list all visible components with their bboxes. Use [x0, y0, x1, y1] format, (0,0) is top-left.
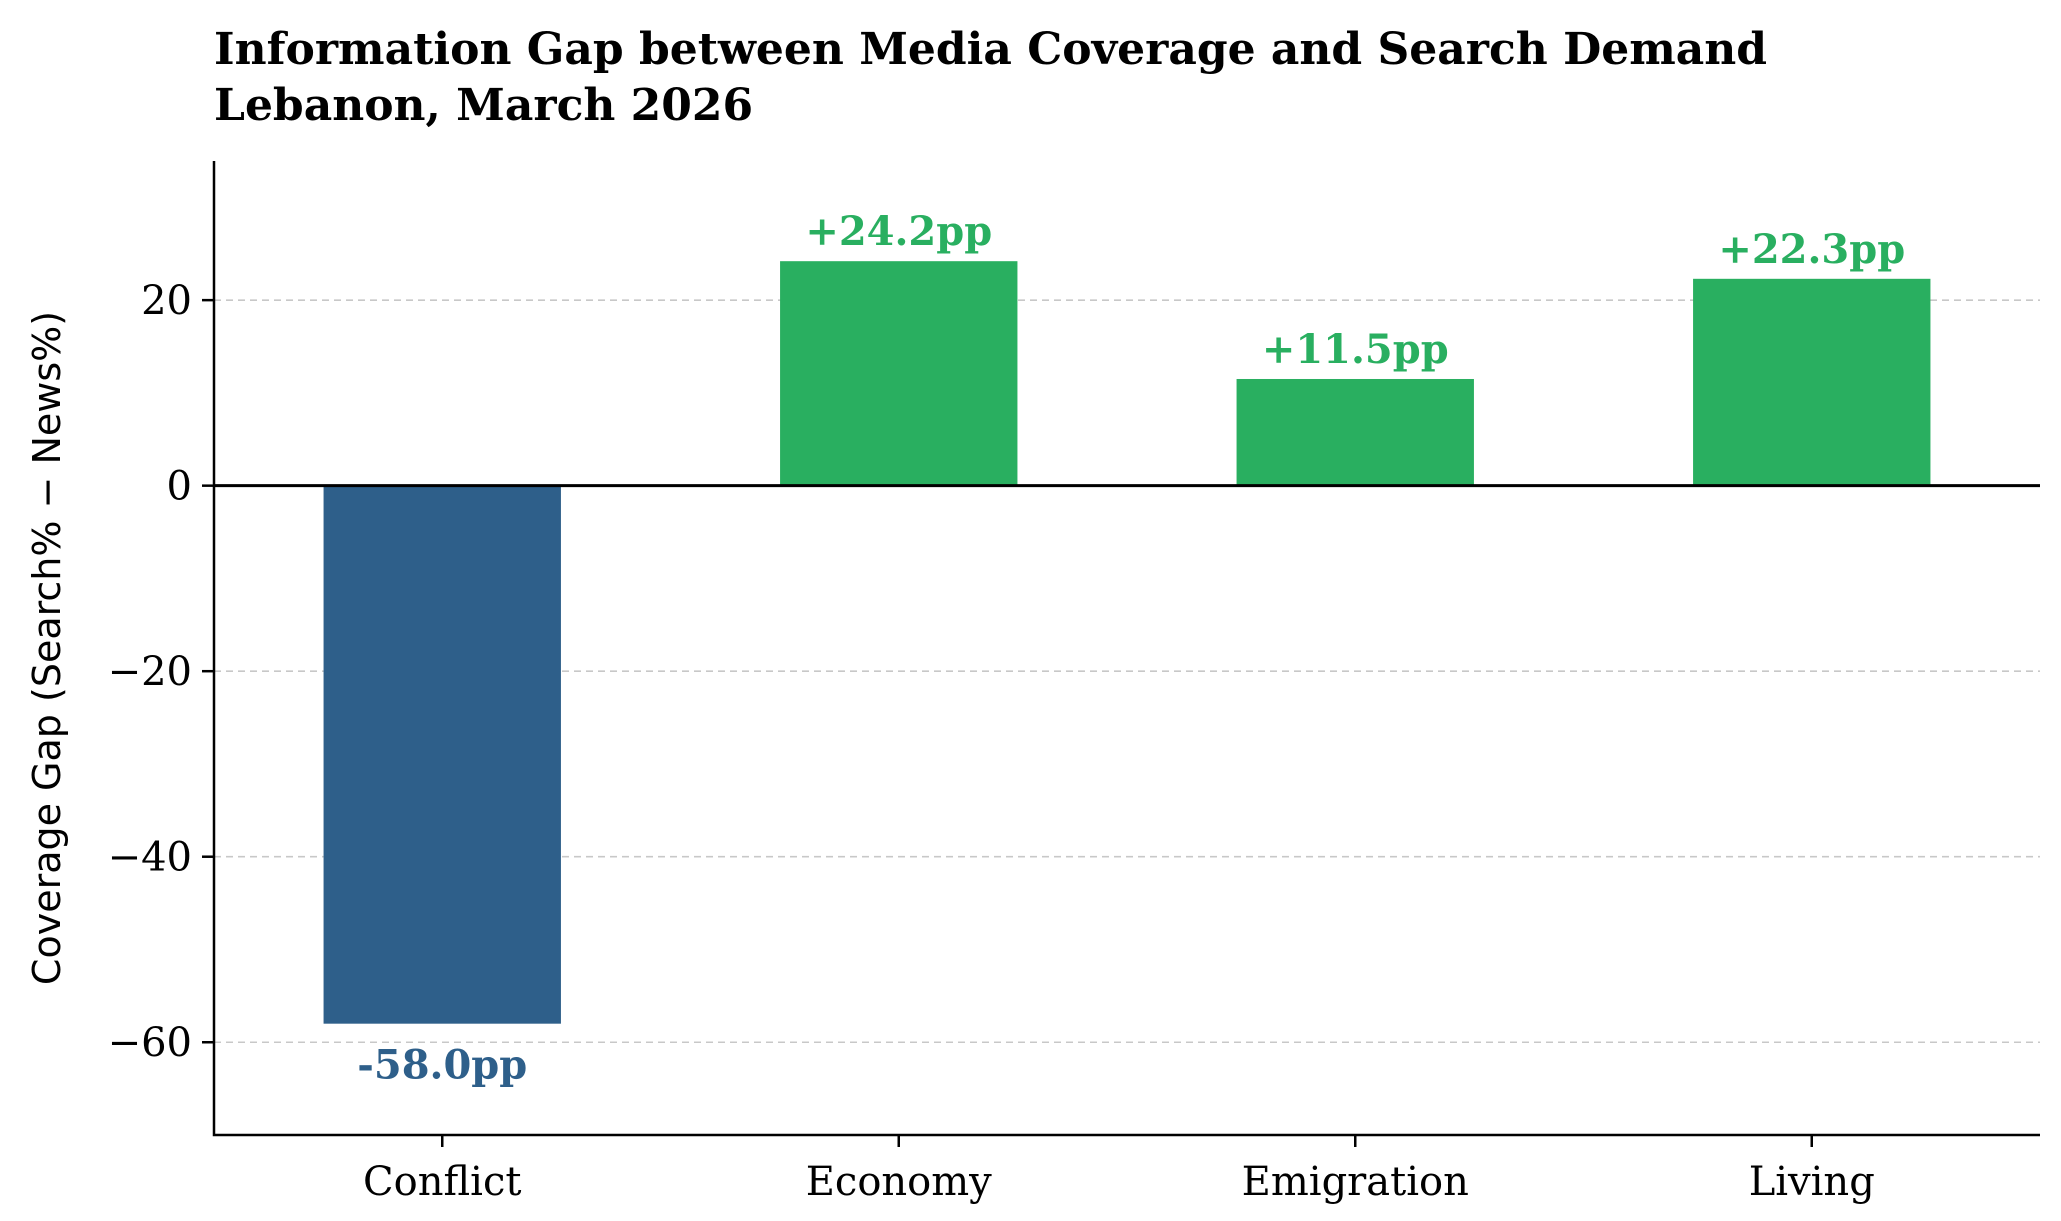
- data-label-living: +22.3pp: [1718, 226, 1905, 273]
- x-tick-label: Living: [1749, 1159, 1875, 1205]
- bar-economy: [780, 261, 1018, 486]
- x-tick-label: Economy: [806, 1159, 992, 1205]
- y-tick-label: 20: [141, 278, 192, 324]
- y-tick-label: −20: [108, 649, 192, 695]
- bar-living: [1693, 278, 1931, 486]
- x-axis-ticks: Conflict Economy Emigration Living: [363, 1135, 1875, 1205]
- axes-frame: [212, 161, 2040, 1137]
- y-tick-label: 0: [167, 464, 192, 510]
- x-tick-label: Emigration: [1242, 1159, 1469, 1205]
- x-tick-label: Conflict: [363, 1159, 521, 1205]
- data-label-conflict: -58.0pp: [357, 1042, 527, 1089]
- chart-subtitle: Lebanon, March 2026: [214, 80, 753, 131]
- y-axis-label: Coverage Gap (Search% − News%): [25, 311, 69, 985]
- bar-emigration: [1236, 378, 1474, 486]
- data-label-economy: +24.2pp: [805, 208, 992, 255]
- y-axis-ticks: 20 0 −20 −40 −60: [108, 278, 214, 1066]
- bars: [323, 261, 1931, 1024]
- y-tick-label: −60: [108, 1020, 192, 1066]
- data-label-emigration: +11.5pp: [1262, 326, 1449, 373]
- chart-title: Information Gap between Media Coverage a…: [214, 24, 1767, 75]
- data-labels: -58.0pp +24.2pp +11.5pp +22.3pp: [357, 208, 1905, 1089]
- bar-conflict: [323, 485, 561, 1024]
- y-tick-label: −40: [108, 835, 192, 881]
